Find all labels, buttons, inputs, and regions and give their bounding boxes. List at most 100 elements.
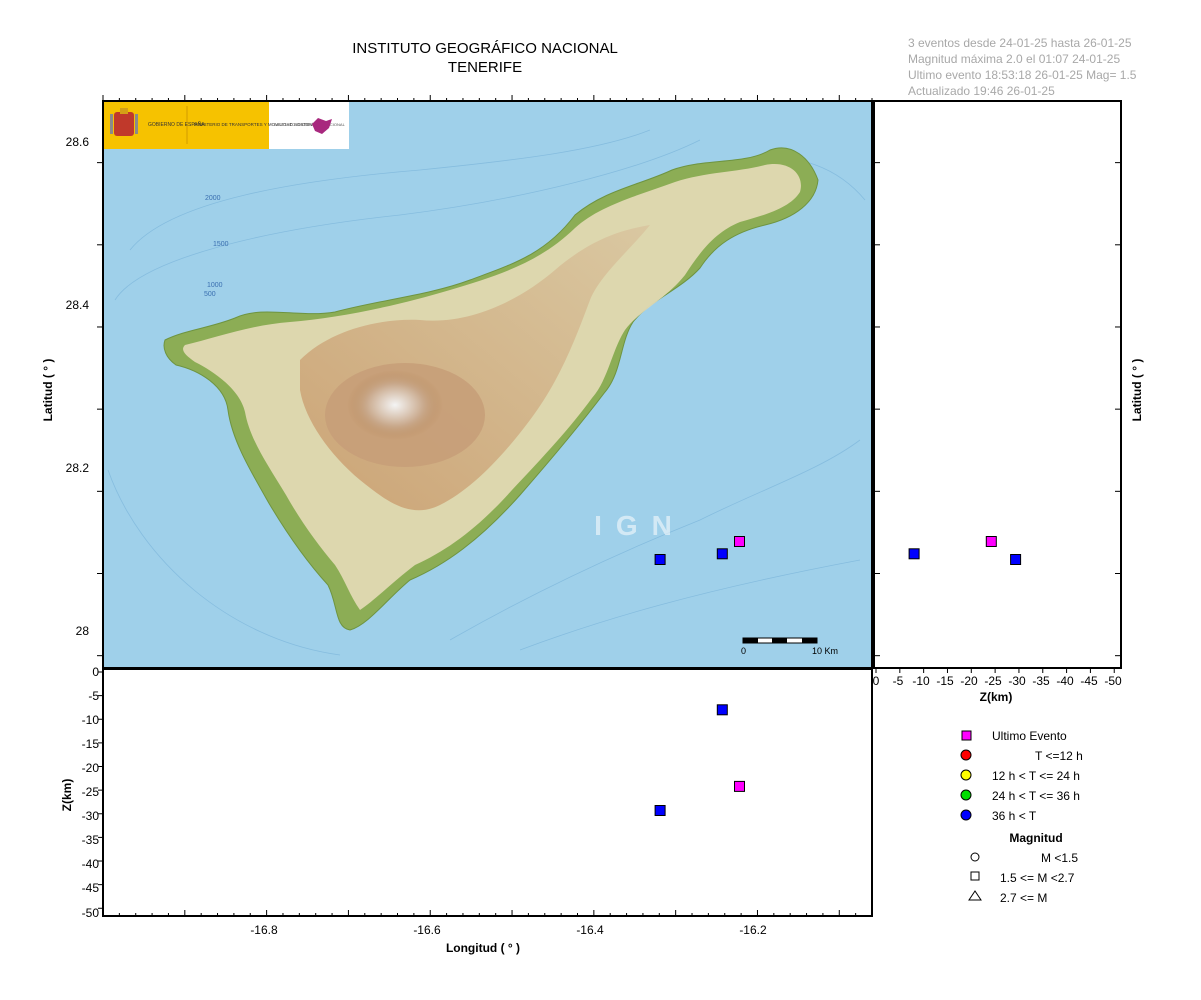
legend-magnitude-label: M <1.5 [1041, 851, 1078, 865]
info-block: 3 eventos desde 24-01-25 hasta 26-01-25 … [908, 36, 1137, 98]
legend-swatch-older [960, 809, 972, 821]
scale-bar-end: 10 Km [812, 646, 838, 656]
lat-tick-label: 28.2 [66, 461, 90, 475]
lon-tick-label: -16.6 [413, 923, 441, 937]
lon-depth-event-marker [734, 780, 745, 792]
legend-magnitude-label: 2.7 <= M [1000, 891, 1047, 905]
depth-tick-label: -40 [1056, 674, 1074, 688]
depth-tick-label: -45 [1080, 674, 1098, 688]
teide-peak [347, 370, 443, 440]
bottom-ylabel: Z(km) [60, 779, 74, 812]
depth-tick-label: -40 [82, 857, 100, 871]
legend-swatch-t24 [960, 769, 972, 781]
ign-logo-text: INSTITUTO GEOGRÁFICO NACIONAL [274, 122, 346, 127]
depth-tick-label: -5 [893, 674, 904, 688]
map-ylabel: Latitud ( ° ) [41, 359, 55, 422]
map-panel: 2000 1500 1000 500 GOBIERNO DE ESPAÑA MI… [103, 101, 872, 668]
gobierno-logo-text: GOBIERNO DE ESPAÑA [148, 121, 205, 128]
ign-watermark: IGN [594, 510, 686, 541]
svg-text:1500: 1500 [213, 241, 229, 248]
depth-tick-label: -35 [82, 833, 100, 847]
depth-tick-label: -50 [1104, 674, 1122, 688]
triangle-icon [968, 890, 982, 901]
depth-tick-label: -20 [82, 761, 100, 775]
depth-tick-label: -45 [82, 881, 100, 895]
svg-text:2000: 2000 [205, 195, 221, 202]
lat-tick-label: 28.4 [66, 298, 90, 312]
depth-lat-event-marker [1010, 554, 1022, 565]
lon-tick-labels: -16.8 -16.6 -16.4 -16.2 [250, 923, 767, 937]
legend-label: Ultimo Evento [992, 729, 1067, 743]
depth-lat-event-marker [985, 536, 997, 547]
square-icon [970, 871, 980, 881]
scale-bar: 0 10 Km [741, 637, 838, 656]
coat-of-arms-icon [110, 108, 138, 136]
lon-depth-event-marker [716, 704, 728, 716]
legend-swatch-t36 [960, 789, 972, 801]
legend-magnitude-label: 1.5 <= M <2.7 [1000, 871, 1075, 885]
depth-tick-label: -10 [912, 674, 930, 688]
lon-tick-label: -16.8 [250, 923, 278, 937]
info-line-events: 3 eventos desde 24-01-25 hasta 26-01-25 [908, 36, 1132, 50]
depth-tick-label: -20 [960, 674, 978, 688]
depth-tick-label: -15 [82, 737, 100, 751]
depth-tick-label: -30 [1008, 674, 1026, 688]
legend-swatch-last-event [961, 730, 972, 741]
depth-tick-label: -15 [936, 674, 954, 688]
ministerio-logo-text: MINISTERIO DE TRANSPORTES Y MOVILIDAD SO… [194, 122, 322, 127]
lon-tick-label: -16.4 [576, 923, 604, 937]
depth-tick-label: -10 [82, 713, 100, 727]
lon-tick-label: -16.2 [739, 923, 767, 937]
depth-tick-label: -35 [1032, 674, 1050, 688]
right-xlabel: Z(km) [980, 690, 1013, 704]
depth-latitude-panel [873, 100, 1122, 669]
lat-tick-label: 28 [76, 624, 90, 638]
right-depth-tick-labels: 0 -5 -10 -15 -20 -25 -30 -35 -40 -45 -50 [873, 674, 1122, 688]
bottom-xlabel: Longitud ( ° ) [446, 941, 520, 955]
depth-tick-label: -50 [82, 906, 100, 920]
ign-logo [269, 101, 349, 149]
legend-label: 24 h < T <= 36 h [992, 789, 1080, 803]
bathymetry-contours [107, 129, 866, 656]
longitude-depth-panel [102, 668, 873, 917]
lat-tick-label: 28.6 [66, 135, 90, 149]
ign-emblem-icon [312, 118, 332, 134]
info-line-updated: Actualizado 19:46 26-01-25 [908, 84, 1055, 98]
circle-icon [970, 852, 980, 862]
axis-ticks [97, 95, 1121, 916]
depth-tick-label: -25 [984, 674, 1002, 688]
map-event-markers [654, 536, 745, 565]
info-line-last-event: Ultimo evento 18:53:18 26-01-25 Mag= 1.5 [908, 68, 1137, 82]
depth-tick-label: -5 [88, 689, 99, 703]
scale-bar-start: 0 [741, 646, 746, 656]
legend: Ultimo Evento T <=12 h 12 h < T <= 24 h … [960, 729, 1083, 905]
bathymetry-labels: 2000 1500 1000 500 [204, 195, 229, 298]
depth-lat-event-marker [908, 548, 920, 560]
info-line-max-magnitude: Magnitud máxima 2.0 el 01:07 24-01-25 [908, 52, 1120, 66]
bottom-depth-tick-labels: 0 -5 -10 -15 -20 -25 -30 -35 -40 -45 -50 [82, 665, 100, 920]
lon-depth-event-marker [654, 805, 666, 816]
svg-text:500: 500 [204, 291, 216, 298]
depth-latitude-event-markers [908, 536, 1022, 565]
depth-tick-label: 0 [873, 674, 880, 688]
map-event-marker [734, 536, 745, 547]
depth-tick-label: 0 [92, 665, 99, 679]
legend-label: 12 h < T <= 24 h [992, 769, 1080, 783]
legend-swatch-t12 [960, 749, 972, 761]
svg-text:1000: 1000 [207, 282, 223, 289]
map-lat-tick-labels: 28.6 28.4 28.2 28 [66, 135, 90, 638]
legend-label: T <=12 h [1035, 749, 1083, 763]
figure-subtitle: TENERIFE [448, 59, 522, 76]
figure-title: INSTITUTO GEOGRÁFICO NACIONAL [352, 40, 618, 57]
depth-tick-label: -30 [82, 809, 100, 823]
legend-label: 36 h < T [992, 809, 1037, 823]
ministerio-logo [187, 101, 269, 149]
right-ylabel: Latitud ( ° ) [1130, 359, 1144, 422]
logo-strip: GOBIERNO DE ESPAÑA MINISTERIO DE TRANSPO… [103, 101, 349, 149]
depth-tick-label: -25 [82, 785, 100, 799]
legend-magnitude-title: Magnitud [1009, 831, 1062, 845]
longitude-depth-event-markers [654, 704, 745, 816]
map-event-marker [654, 554, 666, 565]
map-event-marker [716, 548, 728, 560]
